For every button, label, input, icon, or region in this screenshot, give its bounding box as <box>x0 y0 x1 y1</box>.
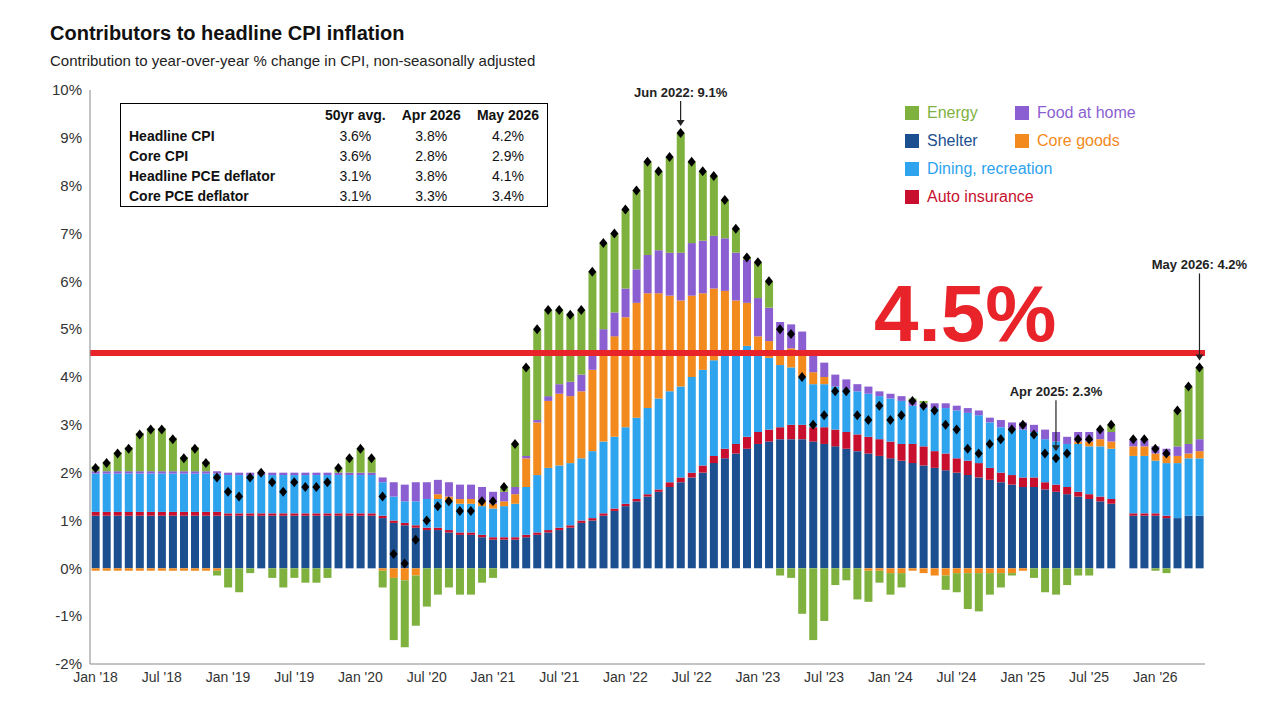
html-text:3.8%: 3.8% <box>415 168 448 184</box>
html-text:3.4%: 3.4% <box>492 188 524 204</box>
html-text:May 2026: May 2026 <box>476 107 540 123</box>
svg-text:Jul '25: Jul '25 <box>1069 669 1109 685</box>
html-text:Apr 2026: Apr 2026 <box>401 107 461 123</box>
svg-text:10%: 10% <box>52 81 82 98</box>
html-text:4.1%: 4.1% <box>492 168 524 184</box>
html-text:3.1%: 3.1% <box>339 188 372 204</box>
svg-text:Jul '18: Jul '18 <box>142 669 182 685</box>
html-text:3.1%: 3.1% <box>339 168 372 184</box>
svg-text:4.5%: 4.5% <box>874 269 1056 358</box>
html-text:Contributors to headline CPI i: Contributors to headline CPI inflation <box>50 22 405 44</box>
html-text:3.6%: 3.6% <box>339 128 372 144</box>
svg-text:2%: 2% <box>60 464 82 481</box>
html-text:Core goods: Core goods <box>1037 132 1120 149</box>
html-text:Auto insurance: Auto insurance <box>927 188 1034 205</box>
svg-text:4%: 4% <box>60 368 82 385</box>
svg-text:Jul '22: Jul '22 <box>672 669 712 685</box>
html-text:50yr avg.: 50yr avg. <box>325 107 386 123</box>
html-text:Food at home: Food at home <box>1037 104 1136 121</box>
svg-text:-2%: -2% <box>55 655 82 672</box>
html-text:2.9%: 2.9% <box>492 148 524 164</box>
html-text:2.8%: 2.8% <box>415 148 448 164</box>
svg-text:Jul '24: Jul '24 <box>937 669 977 685</box>
html-text:Core CPI: Core CPI <box>129 148 189 164</box>
svg-text:Jan '23: Jan '23 <box>736 669 781 685</box>
svg-text:Jan '18: Jan '18 <box>73 668 118 685</box>
svg-text:5%: 5% <box>60 320 82 337</box>
svg-text:Jul '19: Jul '19 <box>274 669 314 685</box>
svg-text:Apr 2025: 2.3%: Apr 2025: 2.3% <box>1010 384 1103 399</box>
svg-text:6%: 6% <box>60 273 82 290</box>
svg-text:-1%: -1% <box>55 607 82 624</box>
html-text:Contribution to year-over-year: Contribution to year-over-year % change … <box>50 52 536 69</box>
html-text:Dining, recreation: Dining, recreation <box>927 160 1053 177</box>
svg-text:7%: 7% <box>60 225 82 242</box>
html-text:4.2%: 4.2% <box>492 128 524 144</box>
html-text:Headline CPI: Headline CPI <box>129 128 215 144</box>
html-text:Shelter: Shelter <box>927 132 978 149</box>
svg-text:0%: 0% <box>60 560 82 577</box>
svg-text:9%: 9% <box>60 129 82 146</box>
svg-text:May 2026: 4.2%: May 2026: 4.2% <box>1152 257 1248 272</box>
svg-text:Jan '20: Jan '20 <box>338 669 383 685</box>
html-text:Headline PCE deflator: Headline PCE deflator <box>129 168 276 184</box>
svg-text:3%: 3% <box>60 416 82 433</box>
svg-text:Jan '22: Jan '22 <box>603 669 648 685</box>
html-text:3.6%: 3.6% <box>339 148 372 164</box>
svg-text:1%: 1% <box>60 512 82 529</box>
svg-text:Jun 2022: 9.1%: Jun 2022: 9.1% <box>634 85 728 100</box>
svg-text:Jan '21: Jan '21 <box>471 669 516 685</box>
html-text:3.3%: 3.3% <box>415 188 448 204</box>
svg-text:Jul '23: Jul '23 <box>804 669 844 685</box>
svg-text:Jan '19: Jan '19 <box>206 669 251 685</box>
html-text:Core PCE deflator: Core PCE deflator <box>129 188 249 204</box>
svg-text:8%: 8% <box>60 177 82 194</box>
html-text:3.8%: 3.8% <box>415 128 448 144</box>
svg-text:Jan '25: Jan '25 <box>1000 669 1045 685</box>
svg-text:Jul '21: Jul '21 <box>539 669 579 685</box>
html-text:Energy: Energy <box>927 104 978 121</box>
svg-text:Jan '24: Jan '24 <box>868 669 913 685</box>
svg-text:Jul '20: Jul '20 <box>407 669 447 685</box>
svg-text:Jan '26: Jan '26 <box>1133 669 1178 685</box>
